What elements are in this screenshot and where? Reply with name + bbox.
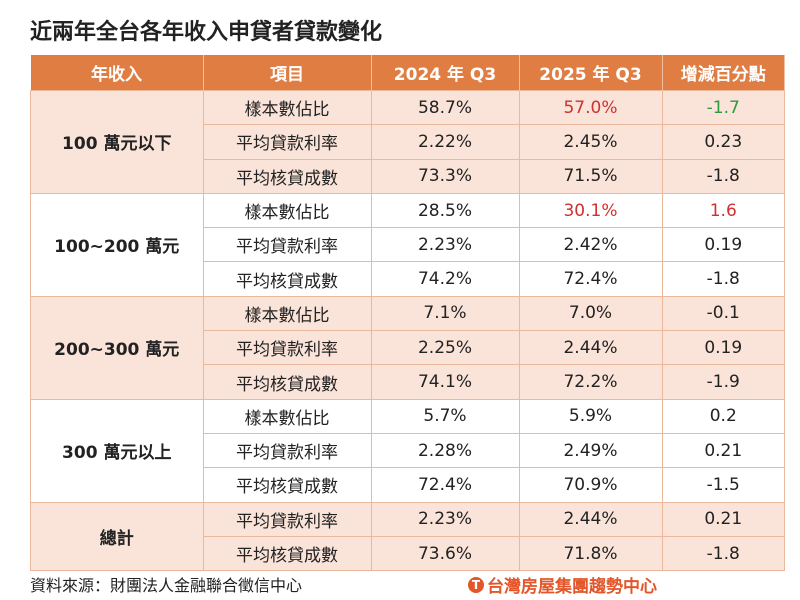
value-2025-cell: 71.8% [518,535,663,572]
value-2024-cell: 2.23% [370,227,520,263]
header-item: 項目 [203,55,372,91]
table-row: 100 萬元以下 樣本數佔比 58.7% 57.0% -1.7 [30,89,785,194]
value-2025-cell: 57.0% [518,89,663,126]
value-2024-cell: 2.25% [370,330,520,366]
table-row: 100~200 萬元 樣本數佔比 28.5% 30.1% 1.6 [30,192,785,297]
header-2025q3: 2025 年 Q3 [519,55,663,91]
logo: T 台灣房屋集團趨勢中心 [468,572,657,597]
item-cell: 平均核貸成數 [202,467,372,503]
item-cell: 平均核貸成數 [202,158,372,194]
change-cell: 0.19 [661,227,785,263]
source-note: 資料來源：財團法人金融聯合徵信中心 [30,576,303,595]
value-2025-cell: 72.4% [518,261,663,297]
header-2024q3: 2024 年 Q3 [371,55,520,91]
value-2024-cell: 74.2% [370,261,520,297]
change-cell: -1.5 [661,467,785,503]
table-row: 平均核貸成數 73.6% 71.8% -1.8 [31,535,785,572]
table-row: 200~300 萬元 樣本數佔比 7.1% 7.0% -0.1 [30,295,785,400]
change-cell: 0.19 [661,330,785,366]
value-2024-cell: 72.4% [370,467,520,503]
value-2024-cell: 73.6% [370,535,520,572]
item-cell: 平均核貸成數 [202,535,372,572]
value-2024-cell: 2.28% [370,432,520,469]
table-row: 總計 平均貸款利率 2.23% 2.44% 0.21 [30,501,785,572]
item-cell: 樣本數佔比 [202,295,372,332]
value-2024-cell: 58.7% [370,89,520,126]
table-row: 平均貸款利率 2.23% 2.42% 0.19 [31,227,785,263]
table-row: 300 萬元以上 樣本數佔比 5.7% 5.9% 0.2 [30,398,785,503]
value-2025-cell: 2.42% [518,227,663,263]
table-row: 平均核貸成數 74.2% 72.4% -1.8 [31,261,785,297]
value-2024-cell: 2.22% [370,124,520,160]
item-cell: 樣本數佔比 [202,89,372,126]
value-2025-cell: 2.44% [518,330,663,366]
change-cell: -1.9 [661,364,785,400]
income-group-label: 300 萬元以上 [30,398,204,503]
item-cell: 平均貸款利率 [202,124,372,160]
value-2025-cell: 2.49% [518,432,663,469]
value-2025-cell: 71.5% [518,158,663,194]
value-2025-cell: 72.2% [518,364,663,400]
change-cell: 0.2 [661,398,785,434]
value-2025-cell: 70.9% [518,467,663,503]
change-cell: 0.21 [661,432,785,469]
income-group-label: 100 萬元以下 [30,90,204,194]
item-cell: 平均貸款利率 [202,330,372,366]
value-2025-cell: 7.0% [518,295,663,332]
item-cell: 樣本數佔比 [202,192,372,229]
change-cell: 0.23 [661,124,785,160]
income-group-label: 200~300 萬元 [30,295,204,400]
change-cell: -1.7 [661,89,785,126]
income-group-label: 100~200 萬元 [30,192,204,297]
item-cell: 平均貸款利率 [202,501,372,537]
change-cell: -1.8 [661,158,785,194]
page-title: 近兩年全台各年收入申貸者貸款變化 [30,20,383,45]
table-header: 年收入 項目 2024 年 Q3 2025 年 Q3 增減百分點 [30,55,785,91]
value-2024-cell: 5.7% [370,398,520,434]
item-cell: 平均核貸成數 [202,364,372,400]
value-2025-cell: 5.9% [518,398,663,434]
change-cell: -1.8 [661,261,785,297]
value-2024-cell: 28.5% [370,192,520,229]
change-cell: 0.21 [661,501,785,537]
value-2025-cell: 2.45% [518,124,663,160]
item-cell: 平均核貸成數 [202,261,372,297]
value-2025-cell: 30.1% [518,192,663,229]
value-2024-cell: 7.1% [370,295,520,332]
table-row: 平均核貸成數 74.1% 72.2% -1.9 [31,364,785,400]
value-2024-cell: 74.1% [370,364,520,400]
header-change: 增減百分點 [662,55,785,91]
logo-icon: T [468,576,484,593]
change-cell: -0.1 [661,295,785,332]
table-row: 平均貸款利率 2.28% 2.49% 0.21 [31,432,785,469]
table-row: 平均核貸成數 73.3% 71.5% -1.8 [31,158,785,194]
value-2024-cell: 2.23% [370,501,520,537]
value-2024-cell: 73.3% [370,158,520,194]
change-cell: 1.6 [661,192,785,229]
logo-text: 台灣房屋集團趨勢中心 [487,577,657,597]
header-income: 年收入 [30,55,204,91]
value-2025-cell: 2.44% [518,501,663,537]
loan-comparison-table: 年收入 項目 2024 年 Q3 2025 年 Q3 增減百分點 100 萬元以… [30,55,785,572]
item-cell: 平均貸款利率 [202,432,372,469]
item-cell: 樣本數佔比 [202,398,372,434]
item-cell: 平均貸款利率 [202,227,372,263]
change-cell: -1.8 [661,535,785,572]
table-row: 平均貸款利率 2.22% 2.45% 0.23 [31,124,785,160]
income-group-label: 總計 [30,501,204,572]
table-row: 平均核貸成數 72.4% 70.9% -1.5 [31,467,785,503]
